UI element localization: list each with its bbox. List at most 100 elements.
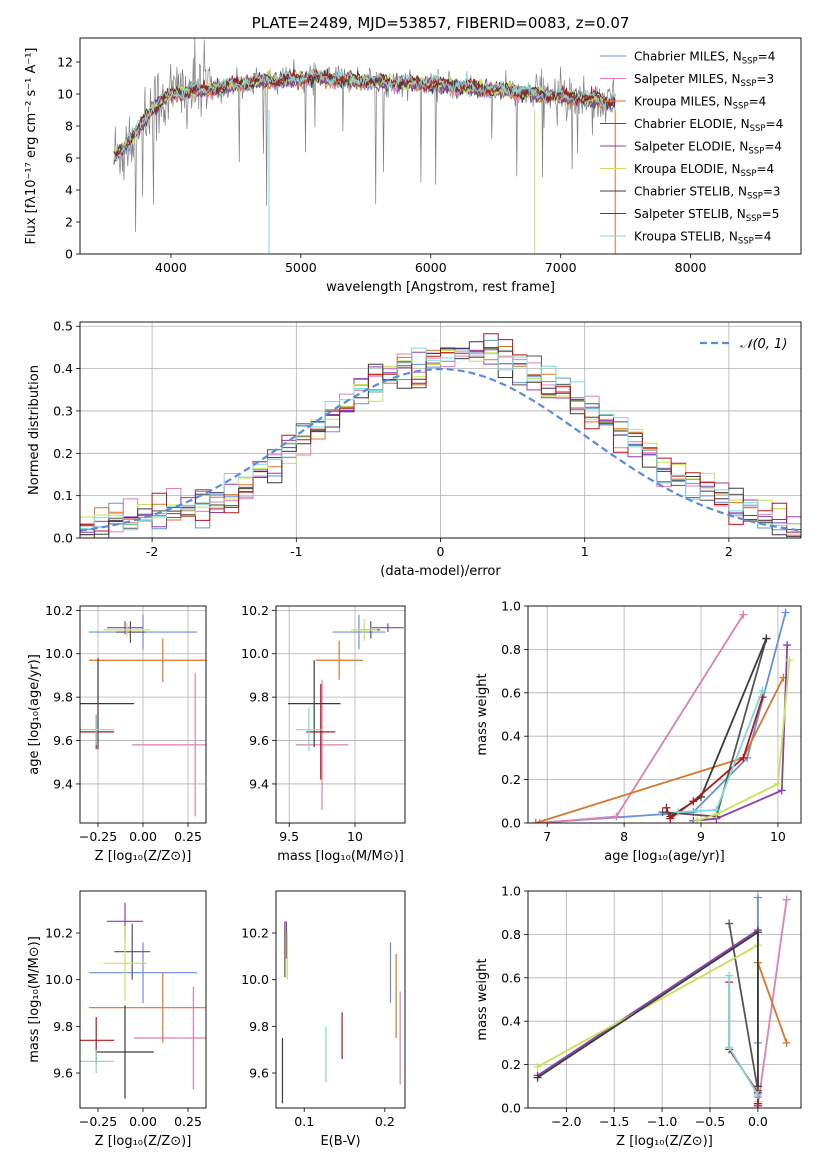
y-tick-label: 0.0 (501, 816, 521, 831)
series-marker (533, 1073, 542, 1082)
legend: Chabrier MILES, NSSP=4 Salpeter MILES, NS… (600, 50, 783, 247)
y-tick-label: 0.4 (501, 729, 521, 744)
y-tick-label: 10.0 (241, 646, 269, 661)
y-tick-label: 9.8 (53, 1019, 73, 1034)
axes-frame (79, 890, 207, 1109)
x-tick-label: −1.5 (599, 1114, 629, 1129)
axes-8: −2.0 −1.5 −1.0 −0.5 0.0 0.0 0.2 0.4 0.6 0.8 1.0 Z [… (475, 884, 802, 1149)
x-tick-label: 10 (347, 829, 363, 844)
y-tick-label: 0.2 (501, 1057, 521, 1072)
y-tick-label: 4 (65, 183, 73, 198)
y-tick-label: 9.6 (53, 1066, 73, 1081)
y-tick-label: 9.8 (53, 690, 73, 705)
legend-label: Kroupa MILES, NSSP=4 (634, 95, 766, 112)
axes-frame (275, 890, 406, 1109)
axes-4: 9.5 10 9.4 9.6 9.8 10.0 10.2 mass [log₁₀(M/M⊙)] (241, 603, 406, 864)
legend-label: Chabrier MILES, NSSP=4 (634, 50, 775, 67)
y-tick-label: 9.6 (53, 733, 73, 748)
series-marker (753, 1090, 762, 1099)
series-line (728, 975, 759, 1096)
series-line (537, 943, 759, 1102)
x-tick-label: 7000 (545, 260, 577, 275)
histogram-step (80, 347, 801, 531)
plot-area (113, 38, 616, 254)
x-tick-label: -1 (290, 544, 302, 559)
x-tick-label: −0.25 (79, 1114, 117, 1129)
legend-label: Kroupa ELODIE, NSSP=4 (634, 162, 774, 179)
series-marker (725, 1043, 734, 1052)
y-tick-label: 0.0 (501, 1101, 521, 1116)
plot-area (80, 606, 206, 823)
series-marker (773, 779, 782, 788)
series-marker (753, 1099, 762, 1108)
series-line (757, 962, 788, 1106)
x-tick-label: 9.5 (279, 829, 299, 844)
x-tick-label: −2.0 (551, 1114, 581, 1129)
axes-frame (527, 890, 802, 1109)
axes-frame (79, 605, 207, 824)
axes-frame (275, 605, 406, 824)
series-marker (535, 819, 544, 823)
plot-area (528, 606, 801, 823)
histogram-step (80, 341, 801, 537)
model-spectrum (113, 68, 616, 161)
x-tick-label: 4000 (155, 260, 187, 275)
axes-2: -2 -1 0 1 2 0.0 0.1 0.2 0.3 0.4 0.5 (data-model)/er… (27, 319, 802, 579)
axes-6: −0.25 0.00 0.25 9.6 9.8 10.0 10.2 Z [log₁₀(Z/Z⊙… (27, 890, 207, 1149)
y-tick-label: 0.8 (501, 927, 521, 942)
observed-spectrum (113, 38, 616, 232)
series-marker (662, 803, 671, 812)
series-marker (753, 928, 762, 937)
y-tick-label: 0 (65, 247, 73, 262)
y-tick-label: 0.0 (53, 531, 73, 546)
x-tick-label: 0.25 (174, 829, 202, 844)
series-line (537, 930, 759, 1087)
x-axis-label: Z [log₁₀(Z/Z⊙)] (95, 849, 192, 864)
series-marker (612, 812, 621, 821)
x-tick-label: 8000 (675, 260, 707, 275)
series-marker (739, 610, 748, 619)
y-tick-label: 2 (65, 215, 73, 230)
series-marker (782, 895, 791, 904)
x-tick-label: 0.25 (174, 1114, 202, 1129)
series-line (728, 982, 759, 1104)
axes-frame (79, 321, 802, 539)
x-tick-label: −0.25 (79, 829, 117, 844)
plot-area (276, 606, 405, 823)
y-tick-label: 1.0 (501, 599, 521, 614)
series-marker (783, 641, 792, 650)
x-axis-label: Z [log₁₀(Z/Z⊙)] (95, 1134, 192, 1149)
series-marker (658, 808, 667, 817)
plot-area (528, 891, 801, 1108)
series-marker (689, 797, 698, 806)
x-tick-label: 0.00 (129, 1114, 157, 1129)
y-tick-label: 0.2 (501, 772, 521, 787)
x-axis-label: Z [log₁₀(Z/Z⊙)] (616, 1134, 713, 1149)
y-axis-label: mass [log₁₀(M/M⊙)] (27, 936, 42, 1063)
y-tick-label: 9.6 (249, 733, 269, 748)
x-axis-label: E(B-V) (320, 1134, 360, 1149)
series-marker (739, 753, 748, 762)
axes-frame (79, 37, 802, 255)
x-tick-label: 0 (437, 544, 445, 559)
x-tick-label: 0.00 (129, 829, 157, 844)
x-tick-label: −0.5 (695, 1114, 725, 1129)
y-tick-label: 9.4 (249, 776, 269, 791)
y-tick-label: 10.0 (45, 646, 73, 661)
legend-label: Salpeter ELODIE, NSSP=4 (634, 140, 782, 157)
x-tick-label: 0.0 (748, 1114, 768, 1129)
y-axis-label: age [log₁₀(age/yr)] (27, 654, 42, 775)
model-spectrum (113, 68, 616, 163)
y-tick-label: 12 (57, 55, 73, 70)
axes-5: 7 8 9 10 0.0 0.2 0.4 0.6 0.8 1.0 age [log₁₀(age/yr… (475, 599, 802, 864)
series-marker (781, 608, 790, 617)
y-axis-label: Flux [fλ10⁻¹⁷ erg cm⁻² s⁻¹ A⁻¹] (24, 48, 39, 245)
y-tick-label: 0.4 (53, 361, 73, 376)
normal-curve (80, 367, 801, 532)
series-line (728, 923, 759, 1091)
plot-area (80, 322, 801, 538)
legend-label: Chabrier ELODIE, NSSP=4 (634, 117, 783, 134)
legend-label: Kroupa STELIB, NSSP=4 (634, 230, 772, 247)
series-marker (712, 805, 721, 814)
